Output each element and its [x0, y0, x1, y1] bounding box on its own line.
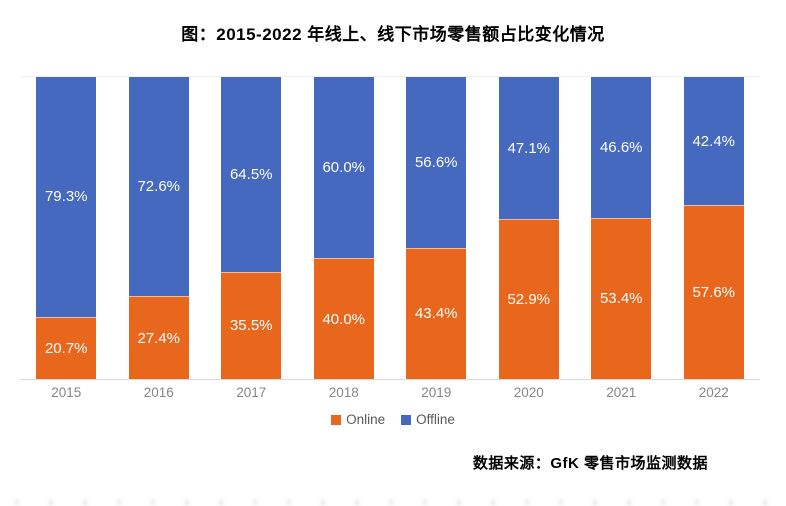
stacked-bar: 64.5% 35.5%	[221, 77, 282, 379]
x-tick-2019: 2019	[421, 385, 452, 400]
x-tick-2022: 2022	[698, 385, 729, 400]
online-value-label: 40.0%	[322, 310, 366, 328]
offline-value-label: 42.4%	[692, 132, 736, 150]
offline-value-label: 79.3%	[44, 188, 88, 206]
x-tick-2015: 2015	[51, 385, 82, 400]
legend-item-online: Online	[331, 412, 385, 427]
online-segment: 53.4%	[591, 217, 652, 379]
legend: Online Offline	[0, 412, 786, 427]
online-segment: 52.9%	[498, 219, 559, 379]
online-segment: 27.4%	[128, 296, 189, 379]
x-tick-2021: 2021	[606, 385, 637, 400]
offline-segment: 64.5%	[221, 77, 282, 272]
offline-swatch-icon	[401, 414, 412, 425]
offline-segment: 42.4%	[683, 77, 744, 206]
source-note: 数据来源：GfK 零售市场监测数据	[472, 455, 708, 472]
plot-area: 79.3% 20.7% 72.6% 27.4% 64.5% 35.5% 60.0…	[20, 76, 760, 380]
bar-group-2017: 64.5% 35.5%	[205, 77, 298, 379]
bar-group-2016: 72.6% 27.4%	[113, 77, 206, 379]
offline-value-label: 46.6%	[599, 138, 643, 156]
stacked-bar: 56.6% 43.4%	[406, 77, 467, 379]
stacked-bar: 72.6% 27.4%	[128, 77, 189, 379]
online-value-label: 43.4%	[414, 305, 458, 323]
legend-item-offline: Offline	[401, 412, 455, 427]
online-segment: 35.5%	[221, 271, 282, 379]
online-segment: 43.4%	[406, 247, 467, 379]
online-segment: 57.6%	[683, 205, 744, 379]
x-tick-2016: 2016	[143, 385, 174, 400]
bar-group-2019: 56.6% 43.4%	[390, 77, 483, 379]
bar-group-2015: 79.3% 20.7%	[20, 77, 113, 379]
stacked-bar: 79.3% 20.7%	[36, 77, 97, 379]
x-tick-2020: 2020	[513, 385, 544, 400]
offline-segment: 79.3%	[36, 77, 97, 317]
online-value-label: 20.7%	[44, 339, 88, 357]
online-swatch-icon	[331, 414, 342, 425]
stacked-bar: 46.6% 53.4%	[591, 77, 652, 379]
stacked-bar: 47.1% 52.9%	[498, 77, 559, 379]
online-segment: 20.7%	[36, 316, 97, 379]
offline-value-label: 64.5%	[229, 165, 273, 183]
legend-label-offline: Offline	[416, 412, 455, 427]
stacked-bar: 42.4% 57.6%	[683, 77, 744, 379]
chart-title: 图：2015-2022 年线上、线下市场零售额占比变化情况	[181, 25, 605, 44]
online-value-label: 35.5%	[229, 317, 273, 335]
offline-segment: 56.6%	[406, 77, 467, 248]
online-value-label: 52.9%	[507, 291, 551, 309]
legend-label-online: Online	[346, 412, 386, 427]
x-axis: 2015 2016 2017 2018 2019 2020 2021 2022	[20, 385, 760, 400]
offline-segment: 60.0%	[313, 77, 374, 259]
x-tick-2017: 2017	[236, 385, 267, 400]
cutoff-text-smudge	[0, 499, 786, 506]
offline-value-label: 72.6%	[137, 178, 181, 196]
online-value-label: 53.4%	[599, 290, 643, 308]
offline-segment: 47.1%	[498, 77, 559, 220]
offline-value-label: 47.1%	[507, 139, 551, 157]
offline-segment: 72.6%	[128, 77, 189, 297]
x-tick-2018: 2018	[328, 385, 359, 400]
online-value-label: 57.6%	[692, 284, 736, 302]
offline-value-label: 56.6%	[414, 153, 458, 171]
online-segment: 40.0%	[313, 258, 374, 379]
bar-group-2018: 60.0% 40.0%	[298, 77, 391, 379]
bar-group-2020: 47.1% 52.9%	[483, 77, 576, 379]
bar-group-2021: 46.6% 53.4%	[575, 77, 668, 379]
offline-segment: 46.6%	[591, 77, 652, 218]
online-value-label: 27.4%	[137, 329, 181, 347]
bar-group-2022: 42.4% 57.6%	[668, 77, 761, 379]
stacked-bar: 60.0% 40.0%	[313, 77, 374, 379]
offline-value-label: 60.0%	[322, 159, 366, 177]
